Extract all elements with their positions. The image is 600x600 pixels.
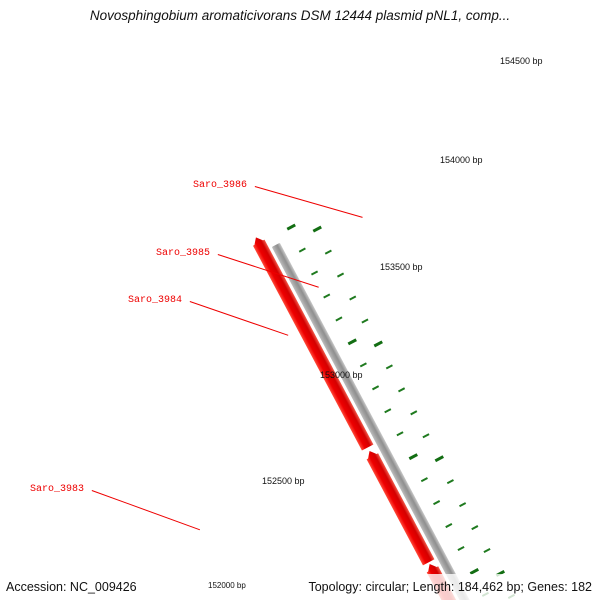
gene-label-leader-line — [254, 186, 363, 218]
gene-label-saro_3986[interactable]: Saro_3986 — [193, 180, 248, 191]
title-bar: Novosphingobium aromaticivorans DSM 1244… — [0, 0, 600, 30]
coordinate-label: 154000 bp — [440, 155, 483, 165]
gene-label-saro_3983[interactable]: Saro_3983 — [30, 484, 85, 495]
accession-label: Accession: NC_009426 — [0, 574, 143, 600]
coordinate-label: 153500 bp — [380, 262, 423, 272]
page-title: Novosphingobium aromaticivorans DSM 1244… — [89, 7, 511, 23]
genome-summary: Topology: circular; Length: 184,462 bp; … — [304, 574, 596, 600]
gene-label-saro_3984[interactable]: Saro_3984 — [128, 295, 183, 306]
gene-label-leader-line — [91, 490, 201, 531]
status-bar: Accession: NC_009426 Topology: circular;… — [0, 574, 600, 600]
gene-label-leader-line — [189, 301, 289, 336]
coordinate-label: 154500 bp — [500, 56, 543, 66]
coordinate-label: 153000 bp — [320, 370, 363, 380]
gene-label-leader-line — [217, 254, 319, 288]
coordinate-label: 152500 bp — [262, 476, 305, 486]
coordinate-label: 152000 bp — [208, 581, 246, 590]
gene-label-saro_3985[interactable]: Saro_3985 — [156, 248, 211, 259]
